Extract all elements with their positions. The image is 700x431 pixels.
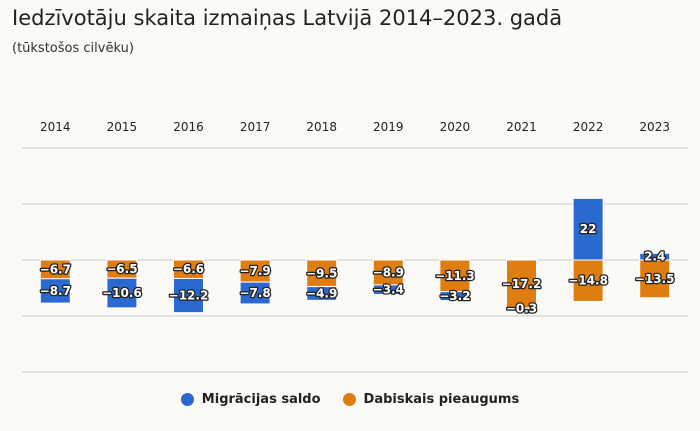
data-label-migration: 2.4 [644, 250, 665, 264]
bar-migration [306, 286, 338, 301]
bar-natural [572, 259, 604, 302]
chart-legend: Migrācijas saldo Dabiskais pieaugums [0, 392, 700, 407]
bar-migration [39, 278, 71, 304]
bar-migration [572, 197, 604, 261]
x-tick-label: 2022 [573, 120, 604, 134]
chart-title: Iedzīvotāju skaita izmaiņas Latvijā 2014… [12, 6, 563, 30]
data-label-migration: 22 [580, 222, 597, 236]
legend-label-natural: Dabiskais pieaugums [363, 392, 520, 407]
data-label-natural: −6.7 [40, 262, 71, 276]
bar-migration [639, 252, 671, 261]
data-label-migration: −4.9 [306, 286, 337, 300]
legend-marker-natural [342, 393, 356, 406]
x-tick-label: 2017 [240, 120, 271, 134]
data-label-natural: −14.8 [568, 274, 608, 288]
chart-subtitle: (tūkstošos cilvēku) [12, 41, 134, 56]
bar-natural [372, 259, 404, 286]
bar-migration [372, 284, 404, 295]
bar-natural [306, 259, 338, 288]
data-label-migration: −10.6 [102, 286, 142, 300]
data-label-natural: −8.9 [373, 265, 404, 279]
data-label-migration: −0.3 [506, 302, 537, 316]
legend-item-migration[interactable]: Migrācijas saldo [180, 392, 321, 407]
data-label-natural: −17.2 [502, 277, 542, 291]
bar-migration [106, 277, 138, 309]
data-label-natural: −6.5 [106, 262, 137, 276]
data-label-migration: −7.8 [239, 286, 270, 300]
bar-natural [639, 259, 671, 299]
x-tick-label: 2014 [40, 120, 71, 134]
data-label-natural: −7.9 [239, 264, 270, 278]
x-tick-label: 2020 [440, 120, 471, 134]
x-tick-label: 2015 [107, 120, 138, 134]
data-label-natural: −9.5 [306, 266, 337, 280]
legend-item-natural[interactable]: Dabiskais pieaugums [342, 392, 520, 407]
bar-migration [173, 277, 204, 314]
data-label-natural: −11.3 [435, 269, 475, 283]
legend-marker-migration [180, 393, 194, 406]
x-tick-label: 2016 [173, 120, 204, 134]
data-label-natural: −13.5 [635, 272, 675, 286]
data-label-migration: −8.7 [40, 284, 71, 298]
x-tick-label: 2019 [373, 120, 404, 134]
bar-natural [439, 259, 471, 293]
data-label-migration: −3.2 [439, 289, 470, 303]
bar-migration [239, 281, 271, 305]
x-tick-label: 2023 [639, 120, 670, 134]
bar-natural [506, 259, 537, 309]
x-tick-label: 2018 [306, 120, 337, 134]
bar-migration [506, 307, 537, 310]
data-label-migration: −3.4 [373, 283, 404, 297]
x-tick-label: 2021 [506, 120, 537, 134]
data-label-natural: −6.6 [173, 262, 204, 276]
bar-migration [439, 291, 471, 302]
data-label-migration: −12.2 [169, 289, 209, 303]
legend-label-migration: Migrācijas saldo [201, 392, 321, 407]
